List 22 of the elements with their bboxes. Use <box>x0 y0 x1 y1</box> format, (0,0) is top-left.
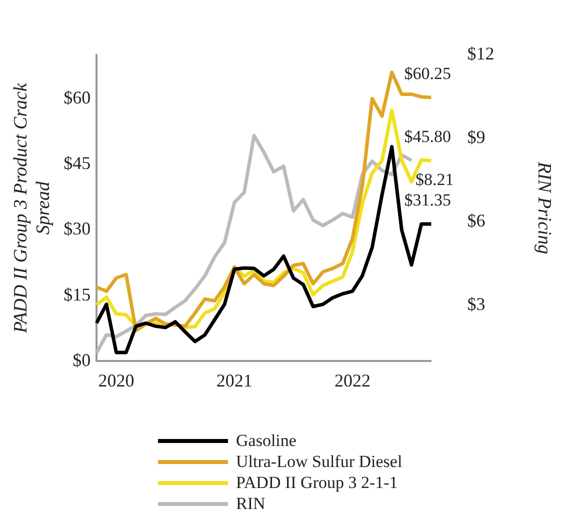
x-tick-label: 2021 <box>216 370 252 391</box>
y-axis-title: PADD II Group 3 Product Crack Spread <box>10 82 54 334</box>
data-label: $45.80 <box>404 127 451 146</box>
y-tick-label: $15 <box>64 284 91 304</box>
y-tick-label: $60 <box>64 87 91 108</box>
y2-tick-label: $3 <box>467 294 486 314</box>
y2-tick-label: $6 <box>467 210 486 231</box>
y2-tick-label: $12 <box>467 44 494 64</box>
y2-tick-label: $9 <box>467 127 486 148</box>
data-label: $60.25 <box>404 64 451 83</box>
y2-axis-title: RIN Pricing <box>534 160 555 254</box>
legend-label: PADD II Group 3 2-1-1 <box>236 472 398 492</box>
x-tick-label: 2022 <box>334 370 370 391</box>
legend-label: Ultra-Low Sulfur Diesel <box>236 452 402 472</box>
legend-label: Gasoline <box>236 430 296 450</box>
y-tick-label: $30 <box>64 218 91 239</box>
data-label: $8.21 <box>416 170 454 189</box>
legend-label: RIN <box>236 494 266 514</box>
x-tick-label: 2020 <box>98 370 134 391</box>
y-tick-label: $0 <box>72 350 91 370</box>
y-tick-label: $45 <box>64 152 91 173</box>
data-label: $31.35 <box>404 190 451 210</box>
